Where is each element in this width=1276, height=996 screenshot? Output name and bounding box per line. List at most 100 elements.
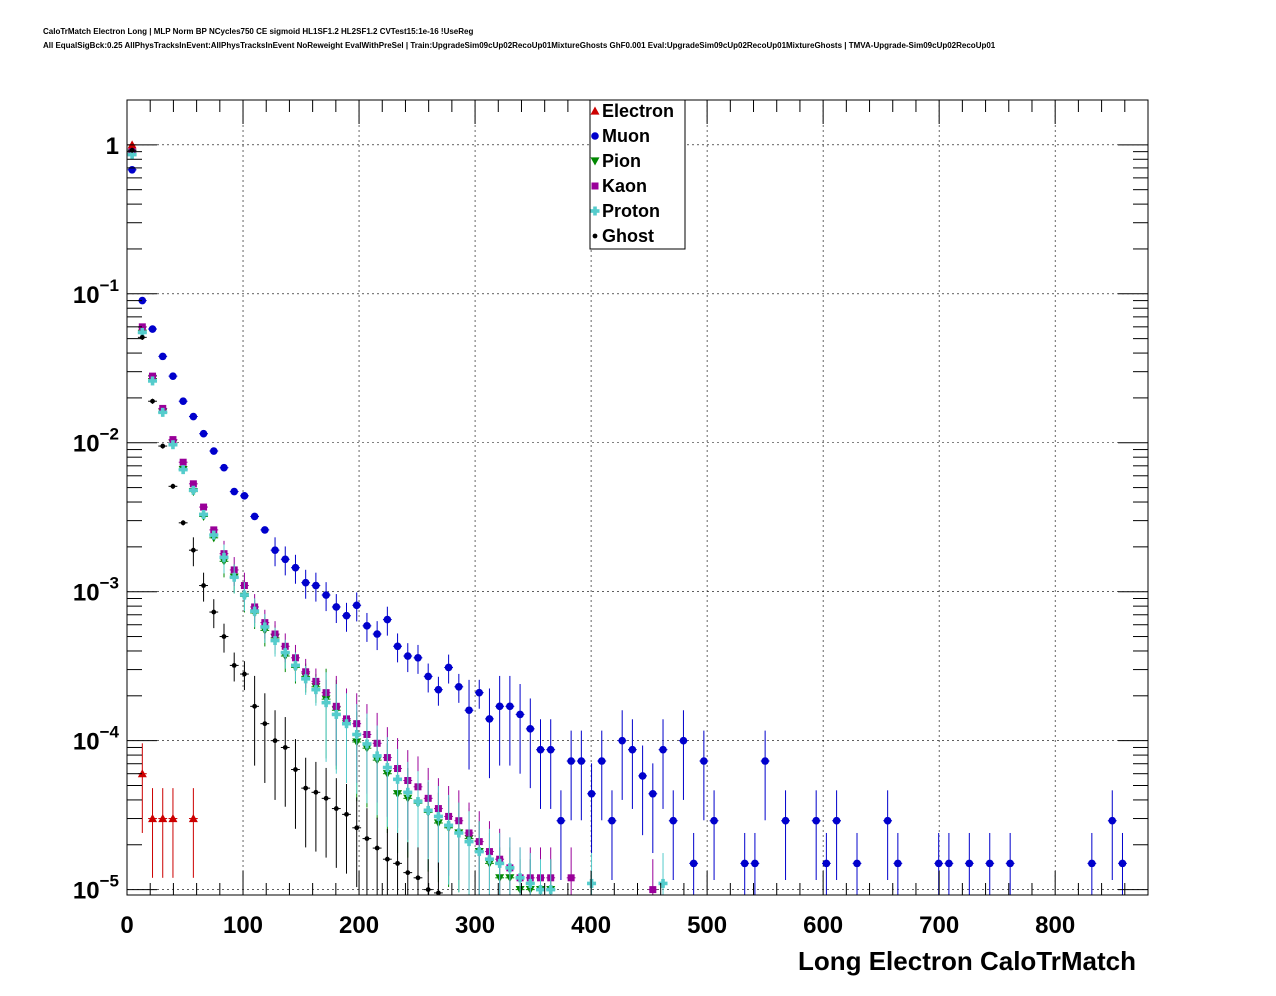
marker xyxy=(434,685,443,694)
marker xyxy=(628,745,637,754)
data-point-muon xyxy=(311,572,321,602)
marker xyxy=(291,563,300,572)
marker xyxy=(587,789,596,798)
data-point-ghost xyxy=(331,778,341,868)
y-tick-label: 10−1 xyxy=(73,276,119,309)
data-points xyxy=(127,140,1127,896)
marker xyxy=(209,447,218,455)
data-point-proton xyxy=(464,811,474,895)
data-point-proton xyxy=(658,853,668,895)
data-point-muon xyxy=(260,526,270,534)
data-point-electron xyxy=(188,788,198,878)
legend-entry-muon: Muon xyxy=(591,126,650,146)
marker xyxy=(403,652,412,660)
x-tick-label: 400 xyxy=(571,912,611,939)
marker xyxy=(894,859,902,868)
data-point-muon xyxy=(352,592,362,622)
marker xyxy=(812,816,820,825)
marker xyxy=(352,601,361,610)
data-point-muon xyxy=(280,546,290,576)
data-point-muon xyxy=(852,832,862,895)
data-point-ghost xyxy=(413,847,423,895)
data-point-ghost xyxy=(137,334,147,340)
marker xyxy=(148,325,157,333)
data-point-muon xyxy=(393,633,402,663)
data-point-muon xyxy=(648,763,658,854)
marker xyxy=(485,715,494,723)
marker xyxy=(424,672,432,681)
data-point-muon xyxy=(209,447,219,455)
marker xyxy=(710,816,718,825)
marker xyxy=(333,806,339,811)
marker xyxy=(364,836,370,842)
marker xyxy=(382,763,392,773)
marker xyxy=(536,745,545,754)
data-point-muon xyxy=(372,621,382,651)
data-point-proton xyxy=(239,582,249,612)
marker xyxy=(965,859,974,868)
marker xyxy=(1118,859,1127,868)
marker xyxy=(423,805,433,815)
marker xyxy=(649,789,657,798)
data-point-muon xyxy=(158,352,168,361)
data-point-muon xyxy=(760,730,770,821)
legend-entry-pion: Pion xyxy=(590,151,641,171)
legend-label: Muon xyxy=(602,126,650,146)
marker xyxy=(272,738,278,744)
marker xyxy=(597,757,606,765)
x-tick-label: 800 xyxy=(1035,912,1075,939)
data-point-proton xyxy=(199,509,209,519)
marker xyxy=(169,436,177,444)
marker xyxy=(383,615,392,624)
data-point-muon xyxy=(137,296,147,305)
data-point-muon xyxy=(413,644,423,674)
data-point-ghost xyxy=(158,443,168,449)
data-point-electron xyxy=(148,788,158,878)
data-point-muon xyxy=(525,698,535,789)
marker xyxy=(179,397,187,406)
data-point-ghost xyxy=(148,398,157,404)
data-point-ghost xyxy=(372,817,382,895)
legend-marker xyxy=(591,182,599,190)
marker xyxy=(618,736,626,745)
data-point-electron xyxy=(168,788,178,878)
data-point-kaon xyxy=(566,847,576,895)
y-tick-label: 10−3 xyxy=(73,574,119,607)
data-point-proton xyxy=(250,598,260,628)
data-point-muon xyxy=(403,643,413,673)
data-point-proton xyxy=(270,627,280,657)
marker xyxy=(433,811,443,821)
data-point-ghost xyxy=(393,832,402,895)
marker xyxy=(414,653,422,662)
data-point-muon xyxy=(944,832,954,895)
x-tick-label: 700 xyxy=(919,912,959,939)
marker xyxy=(525,878,535,888)
marker xyxy=(342,611,351,620)
marker xyxy=(137,327,147,337)
marker xyxy=(526,725,535,733)
marker xyxy=(293,767,298,772)
marker xyxy=(546,885,556,895)
data-point-ghost xyxy=(301,757,311,848)
marker xyxy=(832,816,841,825)
data-point-muon xyxy=(638,745,648,836)
series-pion xyxy=(127,149,556,895)
marker xyxy=(546,745,555,754)
data-point-muon xyxy=(597,730,607,821)
data-point-muon xyxy=(964,832,974,895)
series-proton xyxy=(127,150,668,895)
data-point-ghost xyxy=(291,739,300,829)
chart-title-line-2: All EqualSigBck:0.25 AllPhysTracksInEven… xyxy=(43,41,996,50)
data-point-kaon xyxy=(178,458,188,466)
data-point-muon xyxy=(270,537,280,567)
marker xyxy=(475,688,484,697)
data-point-proton xyxy=(188,485,198,495)
x-tick-label: 300 xyxy=(455,912,495,939)
data-point-proton xyxy=(495,832,505,895)
data-point-muon xyxy=(291,554,300,584)
data-point-proton xyxy=(413,771,423,861)
marker xyxy=(290,660,300,670)
marker xyxy=(822,859,831,868)
data-point-muon xyxy=(536,719,545,809)
marker xyxy=(158,814,168,823)
